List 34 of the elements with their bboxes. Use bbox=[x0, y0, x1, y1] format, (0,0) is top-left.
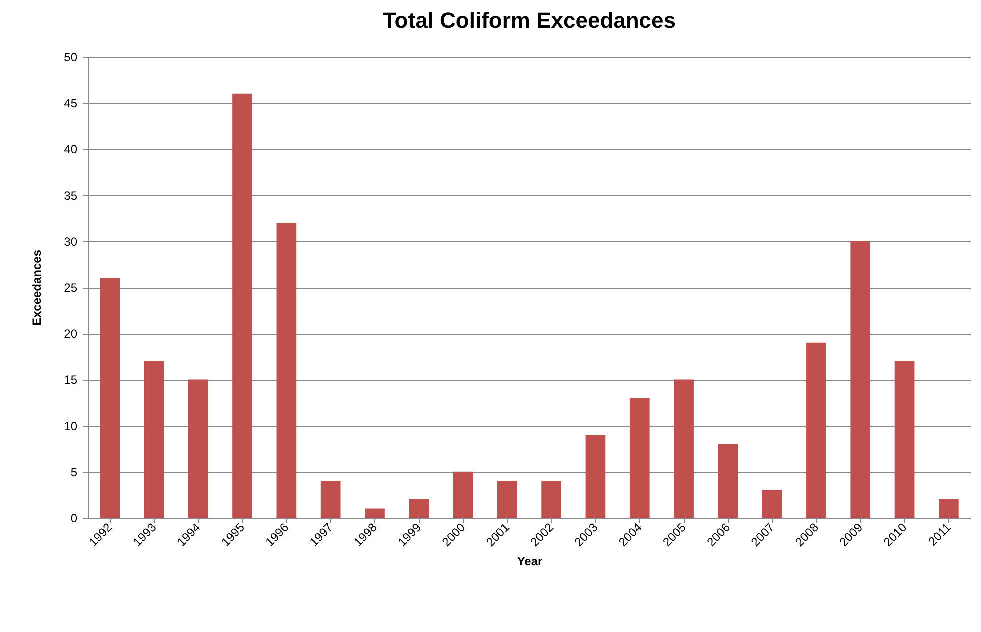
bar bbox=[276, 222, 297, 518]
bar bbox=[718, 444, 738, 518]
bar bbox=[100, 278, 120, 518]
y-tick-label: 40 bbox=[64, 142, 78, 157]
bar bbox=[144, 361, 164, 518]
bar bbox=[497, 481, 518, 518]
bar bbox=[938, 500, 959, 518]
y-tick-label: 5 bbox=[70, 465, 78, 480]
y-tick-label: 25 bbox=[64, 281, 78, 295]
bar bbox=[453, 472, 474, 518]
y-tick-label: 50 bbox=[64, 50, 78, 64]
bar bbox=[542, 481, 562, 518]
bar bbox=[586, 435, 606, 518]
bar bbox=[674, 380, 694, 518]
bar bbox=[806, 342, 826, 518]
x-axis-title: Year bbox=[517, 554, 544, 569]
bar bbox=[762, 490, 782, 518]
y-tick-label: 15 bbox=[64, 373, 78, 388]
y-tick-label: 20 bbox=[64, 327, 78, 342]
bar bbox=[409, 500, 430, 518]
y-tick-label: 30 bbox=[64, 234, 78, 249]
y-tick-label: 45 bbox=[64, 96, 78, 111]
bar bbox=[850, 241, 871, 518]
y-tick-label: 35 bbox=[64, 188, 78, 203]
bar bbox=[630, 398, 650, 518]
y-tick-label: 0 bbox=[70, 512, 78, 526]
y-tick-label: 10 bbox=[64, 419, 78, 434]
bar bbox=[894, 361, 915, 518]
y-axis-title: Exceedances bbox=[30, 250, 44, 326]
bar bbox=[365, 508, 385, 518]
bar bbox=[232, 94, 252, 518]
bar bbox=[320, 481, 341, 518]
bar bbox=[188, 380, 208, 518]
chart-title: Total Coliform Exceedances bbox=[382, 8, 676, 33]
